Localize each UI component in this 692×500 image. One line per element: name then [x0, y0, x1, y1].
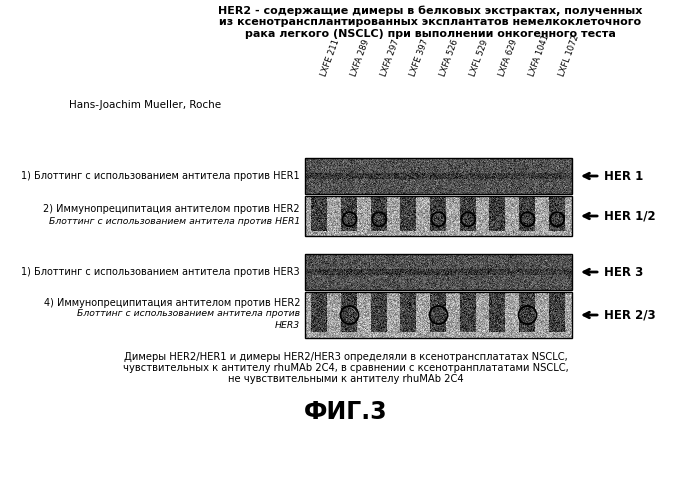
Text: 4) Иммунопреципитация антителом против HER2: 4) Иммунопреципитация антителом против H… [44, 298, 300, 308]
Text: LXFA 1041: LXFA 1041 [527, 34, 551, 78]
Text: HER2 - содержащие димеры в белковых экстрактах, полученных: HER2 - содержащие димеры в белковых экст… [218, 5, 642, 15]
Text: не чувствительными к антителу rhuMAb 2C4: не чувствительными к антителу rhuMAb 2C4 [228, 374, 464, 384]
Text: Hans-Joachim Mueller, Roche: Hans-Joachim Mueller, Roche [69, 100, 221, 110]
Text: рака легкого (NSCLC) при выполнении онкогенного теста: рака легкого (NSCLC) при выполнении онко… [244, 29, 615, 39]
Text: из ксенотрансплантированных эксплантатов немелкоклеточного: из ксенотрансплантированных эксплантатов… [219, 17, 641, 27]
Text: 1) Блоттинг с использованием антитела против HER3: 1) Блоттинг с использованием антитела пр… [21, 267, 300, 277]
Bar [305, 196, 572, 236]
Text: чувствительных к антителу rhuMAb 2C4, в сравнении с ксенотранплататами NSCLC,: чувствительных к антителу rhuMAb 2C4, в … [123, 363, 569, 373]
Text: 1) Блоттинг с использованием антитела против HER1: 1) Блоттинг с использованием антитела пр… [21, 171, 300, 181]
Text: Блоттинг с использованием антитела против HER1: Блоттинг с использованием антитела проти… [48, 216, 300, 226]
Text: HER 3: HER 3 [604, 266, 644, 278]
Text: LXFA 629: LXFA 629 [498, 38, 520, 78]
Text: LXFA 526: LXFA 526 [439, 38, 460, 78]
Text: 2) Иммунопреципитация антителом против HER2: 2) Иммунопреципитация антителом против H… [44, 204, 300, 214]
Text: LXFL 529: LXFL 529 [468, 39, 490, 78]
Text: HER 1/2: HER 1/2 [604, 210, 655, 222]
Text: LXFA 289: LXFA 289 [349, 38, 371, 78]
Text: HER 1: HER 1 [604, 170, 644, 182]
Text: ФИГ.3: ФИГ.3 [304, 400, 388, 424]
Text: HER 2/3: HER 2/3 [604, 308, 655, 322]
Text: LXFE 397: LXFE 397 [409, 38, 430, 78]
Text: LXFE 211: LXFE 211 [320, 38, 342, 78]
Text: Блоттинг с использованием антитела против: Блоттинг с использованием антитела проти… [77, 310, 300, 318]
Bar [305, 158, 572, 194]
Text: HER3: HER3 [275, 320, 300, 330]
Text: Димеры HER2/HER1 и димеры HER2/HER3 определяли в ксенотрансплататах NSCLC,: Димеры HER2/HER1 и димеры HER2/HER3 опре… [124, 352, 568, 362]
Text: LXFA 297: LXFA 297 [379, 38, 401, 78]
Bar [305, 254, 572, 290]
Text: LXFL 1072: LXFL 1072 [557, 34, 581, 78]
Bar [305, 292, 572, 338]
